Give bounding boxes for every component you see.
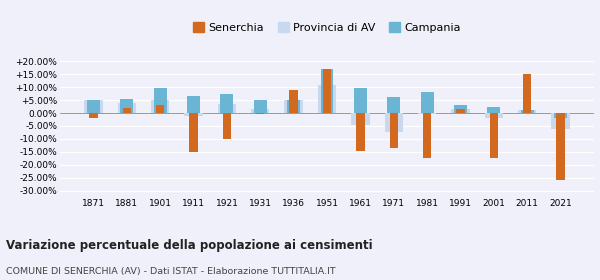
- Bar: [485, 113, 503, 118]
- Bar: [151, 100, 169, 113]
- Bar: [122, 108, 131, 113]
- Bar: [184, 113, 203, 116]
- Bar: [389, 113, 398, 148]
- Bar: [451, 109, 470, 113]
- Bar: [554, 113, 567, 118]
- Bar: [385, 113, 403, 132]
- Bar: [354, 88, 367, 113]
- Bar: [318, 85, 336, 113]
- Bar: [423, 113, 431, 158]
- Text: Variazione percentuale della popolazione ai censimenti: Variazione percentuale della popolazione…: [6, 239, 373, 252]
- Bar: [551, 113, 570, 129]
- Bar: [289, 90, 298, 113]
- Bar: [454, 105, 467, 113]
- Bar: [356, 113, 365, 151]
- Bar: [154, 88, 167, 113]
- Bar: [523, 74, 532, 113]
- Bar: [421, 92, 434, 113]
- Bar: [84, 100, 103, 113]
- Bar: [190, 113, 198, 152]
- Bar: [223, 113, 231, 139]
- Bar: [556, 113, 565, 180]
- Bar: [87, 100, 100, 113]
- Legend: Senerchia, Provincia di AV, Campania: Senerchia, Provincia di AV, Campania: [191, 20, 463, 35]
- Bar: [254, 100, 266, 113]
- Bar: [256, 113, 265, 114]
- Bar: [320, 69, 334, 113]
- Bar: [351, 113, 370, 125]
- Bar: [89, 113, 98, 118]
- Bar: [121, 99, 133, 113]
- Bar: [518, 110, 536, 113]
- Bar: [251, 109, 269, 113]
- Bar: [323, 69, 331, 113]
- Text: COMUNE DI SENERCHIA (AV) - Dati ISTAT - Elaborazione TUTTITALIA.IT: COMUNE DI SENERCHIA (AV) - Dati ISTAT - …: [6, 267, 335, 276]
- Bar: [218, 104, 236, 113]
- Bar: [287, 100, 300, 113]
- Bar: [521, 110, 533, 113]
- Bar: [187, 96, 200, 113]
- Bar: [220, 94, 233, 113]
- Bar: [418, 113, 436, 114]
- Bar: [490, 113, 498, 158]
- Bar: [456, 109, 464, 113]
- Bar: [156, 105, 164, 113]
- Bar: [118, 103, 136, 113]
- Bar: [388, 97, 400, 113]
- Bar: [487, 107, 500, 113]
- Bar: [284, 100, 303, 113]
